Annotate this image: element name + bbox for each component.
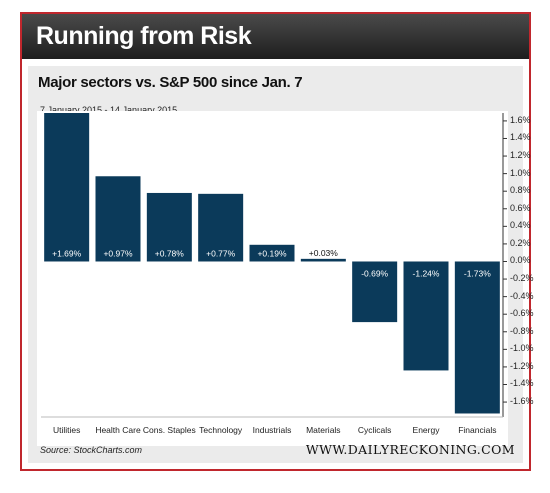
data-label: +0.97% — [103, 248, 133, 258]
data-label: +0.78% — [155, 248, 185, 258]
date-range: 7 January 2015 - 14 January 2015 — [40, 105, 178, 115]
data-label: +1.69% — [52, 248, 82, 258]
data-label: -0.69% — [361, 268, 388, 278]
category-label: Financials — [458, 425, 496, 435]
chart-frame: Running from Risk Major sectors vs. S&P … — [20, 12, 531, 471]
banner-title: Running from Risk — [36, 22, 252, 50]
category-label: Materials — [306, 425, 340, 435]
bar-utilities — [44, 113, 90, 262]
bar-energy — [403, 261, 449, 371]
plot-area: +1.69% Utilities +0.97% Health Care +0.78% Co… — [37, 111, 508, 446]
category-label: Utilities — [53, 425, 80, 435]
category-label: Industrials — [253, 425, 292, 435]
data-label: -1.24% — [413, 268, 440, 278]
chart-panel: Major sectors vs. S&P 500 since Jan. 7 7… — [28, 66, 523, 463]
category-label: Energy — [413, 425, 441, 435]
brand-url: WWW.DAILYRECKONING.COM — [305, 442, 515, 457]
bar-financials — [454, 261, 500, 414]
data-label: +0.19% — [257, 248, 287, 258]
bar-industrials — [249, 244, 295, 262]
category-label: Health Care — [95, 425, 141, 435]
title-banner: Running from Risk — [22, 14, 529, 59]
category-label: Cons. Staples — [143, 425, 196, 435]
bar-health-care — [95, 176, 141, 262]
data-label: -1.73% — [464, 268, 491, 278]
category-label: Cyclicals — [358, 425, 392, 435]
bar-materials — [300, 258, 346, 262]
source-note: Source: StockCharts.com — [40, 445, 143, 455]
data-label: +0.77% — [206, 248, 236, 258]
data-label: +0.03% — [309, 248, 339, 258]
category-label: Technology — [199, 425, 243, 435]
bar-chart: +1.69% Utilities +0.97% Health Care +0.78% Co… — [41, 113, 507, 435]
bar-cons-staples — [146, 192, 192, 262]
chart-subtitle: Major sectors vs. S&P 500 since Jan. 7 — [38, 74, 303, 91]
bar-technology — [198, 193, 244, 262]
bar-cyclicals — [352, 261, 398, 323]
